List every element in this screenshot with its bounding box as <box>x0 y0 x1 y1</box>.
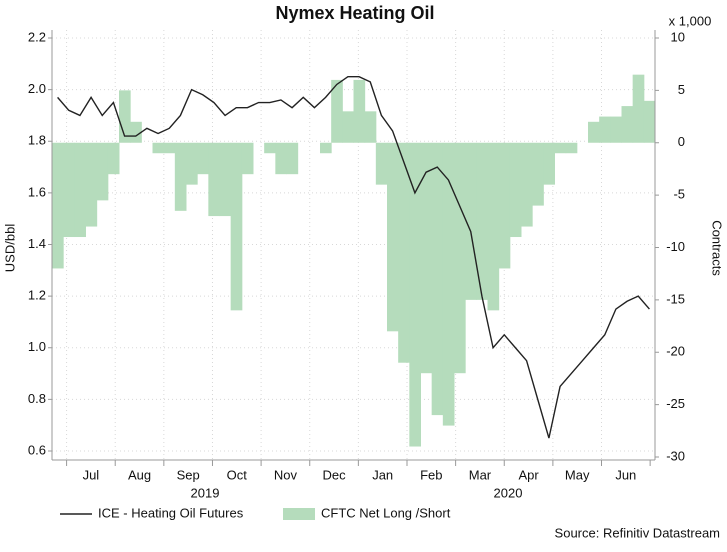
area-step <box>197 142 209 175</box>
area-step <box>342 111 354 143</box>
y-axis-label: USD/bbl <box>2 224 17 273</box>
area-step <box>565 142 578 154</box>
y2-tick-label: -20 <box>666 344 685 359</box>
x-tick-label: Jun <box>615 467 636 482</box>
plot-area <box>52 30 656 460</box>
area-step <box>588 121 600 143</box>
area-step <box>241 142 254 175</box>
legend-swatch <box>283 508 315 520</box>
y-tick-label: 1.0 <box>28 339 46 354</box>
y2-tick-label: -5 <box>673 187 685 202</box>
area-step <box>174 142 187 211</box>
y2-axis-label: Contracts <box>710 220 725 276</box>
x-tick-label: Mar <box>469 467 492 482</box>
area-step <box>107 142 120 175</box>
y2-tick-label: 0 <box>678 134 685 149</box>
x-tick-label: Sep <box>177 467 200 482</box>
area-step <box>409 142 421 447</box>
y-tick-label: 1.6 <box>28 184 46 199</box>
area-step <box>163 142 176 154</box>
area-step <box>532 142 544 206</box>
chart-title: Nymex Heating Oil <box>275 3 434 23</box>
year-label: 2019 <box>191 485 220 500</box>
area-step <box>264 142 276 154</box>
legend-label: ICE - Heating Oil Futures <box>98 505 244 520</box>
x-tick-label: Feb <box>420 467 442 482</box>
area-step <box>599 116 611 143</box>
area-step <box>454 142 466 374</box>
x-tick-label: May <box>565 467 590 482</box>
x-tick-label: Oct <box>227 467 248 482</box>
area-step <box>643 100 656 143</box>
y2-tick-label: -15 <box>666 291 685 306</box>
area-step <box>543 142 555 185</box>
area-step <box>130 121 142 143</box>
x-tick-label: Jan <box>372 467 393 482</box>
area-step <box>398 142 410 363</box>
area-step <box>275 142 287 175</box>
y-tick-label: 2.0 <box>28 81 46 96</box>
area-step <box>509 142 522 238</box>
area-step <box>74 142 86 238</box>
area-step <box>119 90 131 143</box>
y2-tick-label: -30 <box>666 448 685 463</box>
area-step <box>442 142 455 426</box>
x-tick-label: Apr <box>518 467 539 482</box>
y-tick-label: 0.8 <box>28 391 46 406</box>
area-step <box>52 142 64 269</box>
area-step <box>521 142 533 227</box>
area-step <box>387 142 399 332</box>
legend-label: CFTC Net Long /Short <box>321 505 451 520</box>
area-step <box>96 142 109 201</box>
area-step <box>63 142 75 238</box>
area-step <box>554 142 567 154</box>
area-step <box>186 142 198 185</box>
area-step <box>375 142 388 185</box>
area-step <box>152 142 165 154</box>
x-tick-label: Jul <box>83 467 100 482</box>
area-step <box>476 142 488 300</box>
year-label: 2020 <box>494 485 523 500</box>
x-tick-label: Nov <box>274 467 298 482</box>
area-step <box>621 106 634 143</box>
area-step <box>487 142 500 311</box>
area-step <box>353 79 366 143</box>
y-tick-label: 1.8 <box>28 133 46 148</box>
y2-tick-label: -25 <box>666 396 685 411</box>
y2-tick-label: -10 <box>666 239 685 254</box>
x-tick-label: Dec <box>322 467 346 482</box>
y2-unit: x 1,000 <box>669 13 712 28</box>
area-step <box>610 116 622 143</box>
area-step <box>85 142 98 227</box>
area-step <box>286 142 299 175</box>
x-tick-label: Aug <box>128 467 151 482</box>
area-step <box>208 142 220 217</box>
area-step <box>320 142 332 154</box>
y2-tick-label: 10 <box>671 29 685 44</box>
y-tick-label: 1.2 <box>28 288 46 303</box>
area-step <box>431 142 444 416</box>
y-tick-label: 1.4 <box>28 236 46 251</box>
area-step <box>465 142 477 300</box>
area-step <box>364 111 377 143</box>
area-step <box>632 74 645 143</box>
y-tick-label: 0.6 <box>28 442 46 457</box>
area-step <box>219 142 232 217</box>
area-step <box>420 142 433 374</box>
line <box>57 76 650 439</box>
area-step <box>230 142 243 311</box>
area-step <box>331 79 343 143</box>
y-tick-label: 2.2 <box>28 29 46 44</box>
source: Source: Refinitiv Datastream <box>555 525 720 540</box>
area-step <box>498 142 511 269</box>
y2-tick-label: 5 <box>678 82 685 97</box>
